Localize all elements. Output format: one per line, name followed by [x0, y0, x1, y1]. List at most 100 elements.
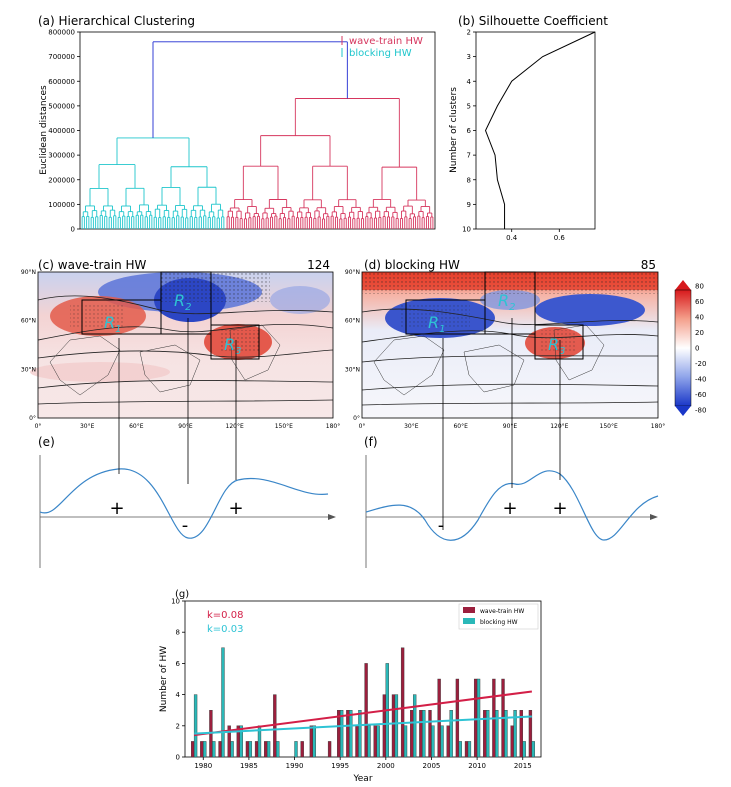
bar-blocking [422, 710, 426, 758]
bar-blocking [440, 725, 444, 758]
g-xtick-label: 1995 [331, 762, 349, 770]
sign-f-3: + [552, 498, 567, 519]
sign-f-2: + [502, 498, 517, 519]
a-ytick-label: 400000 [48, 127, 75, 135]
bar-blocking [522, 741, 526, 758]
cbar-tick-label: 40 [695, 314, 704, 322]
bar-wave-train [245, 741, 250, 758]
map-xtick-label: 30°E [80, 423, 95, 430]
g-xtick-label: 1990 [286, 762, 304, 770]
bar-blocking [266, 741, 271, 758]
bar-blocking [531, 741, 535, 758]
a-ytick-label: 0 [71, 226, 75, 234]
bar-wave-train [464, 741, 469, 758]
b-ytick-label: 7 [467, 152, 471, 160]
panel-d-title: (d) blocking HW [364, 258, 460, 272]
a-ytick-label: 100000 [48, 201, 75, 209]
panel-f: (f) - + + [364, 318, 659, 568]
bar-blocking [394, 694, 399, 758]
panel-d-count: 85 [641, 258, 656, 272]
map-xtick-label: 150°E [275, 423, 293, 430]
legend-g-wave-swatch [463, 607, 475, 613]
g-xtick-label: 2000 [377, 762, 395, 770]
g-ytick-label: 2 [176, 722, 180, 730]
k-block-annotation: k=0.03 [207, 624, 243, 635]
cbar-tick-label: 20 [695, 329, 704, 337]
cbar-tick-label: -20 [695, 360, 706, 368]
region-r3-c: R3 [224, 335, 242, 357]
panel-a-ylabel: Euclidean distances [39, 85, 49, 175]
bar-blocking [230, 741, 234, 758]
bar-blocking [339, 710, 344, 758]
a-ytick-label: 500000 [48, 102, 75, 110]
g-xtick-label: 2005 [423, 762, 441, 770]
colorbar: 80 60 40 20 0 -20 -40 -60 -80 [674, 280, 706, 416]
b-ytick-label: 8 [467, 176, 471, 184]
cbar-tick-label: -60 [695, 391, 706, 399]
a-ytick-label: 300000 [48, 152, 75, 160]
bar-wave-train [510, 725, 514, 758]
a-ytick-label: 200000 [48, 176, 75, 184]
g-ytick-label: 6 [176, 660, 181, 668]
region-r1-d: R1 [428, 313, 446, 335]
bar-wave-train [473, 678, 478, 758]
map-ytick-label: 30°N [21, 366, 36, 373]
sign-f-1: - [438, 515, 445, 536]
panel-b-ylabel: Number of clusters [449, 87, 459, 173]
b-ytick-label: 4 [467, 78, 472, 86]
map-xtick-label: 90°E [503, 423, 518, 430]
bar-blocking [239, 725, 243, 758]
panel-e-title: (e) [38, 435, 55, 449]
panel-g-legend: wave-train HW blocking HW [458, 603, 539, 630]
bar-wave-train [218, 741, 222, 758]
bar-wave-train [346, 710, 350, 758]
b-ytick-label: 6 [467, 127, 472, 135]
panel-a-title: (a) Hierarchical Clustering [38, 14, 195, 28]
cbar-tick-label: 60 [695, 298, 704, 306]
bar-wave-train [191, 741, 195, 758]
bar-blocking [504, 710, 508, 758]
cbar-tick-label: 80 [695, 283, 704, 291]
panel-f-title: (f) [364, 435, 378, 449]
bar-wave-train [419, 710, 423, 758]
panel-e: (e) + - + [38, 318, 336, 568]
bar-blocking [513, 710, 517, 758]
panel-c-count: 124 [307, 258, 330, 272]
bar-wave-train [200, 741, 204, 758]
bar-wave-train [483, 710, 487, 758]
bar-blocking [413, 694, 417, 758]
bar-blocking [458, 741, 462, 758]
map-ytick-label: 90°N [345, 269, 360, 276]
silhouette-line [484, 31, 596, 229]
map-xtick-label: 180° [326, 423, 340, 430]
legend-block-label: blocking HW [349, 48, 412, 59]
bar-wave-train [410, 710, 414, 758]
bar-blocking [367, 725, 371, 758]
bar-wave-train [391, 694, 396, 758]
cbar-tick-label: -80 [695, 407, 706, 415]
bar-blocking [203, 741, 207, 758]
bar-blocking [476, 678, 481, 758]
bar-wave-train [400, 647, 405, 758]
b-xtick-label: 0.4 [506, 234, 518, 242]
cbar-tick-label: -40 [695, 376, 706, 384]
region-r1-c: R1 [104, 313, 122, 335]
map-xtick-label: 150°E [600, 423, 618, 430]
bar-blocking [376, 725, 380, 758]
bar-blocking [431, 725, 435, 758]
panel-g-bars [191, 647, 535, 758]
map-ytick-label: 60°N [345, 318, 360, 325]
bar-blocking [276, 741, 280, 758]
bar-blocking [221, 647, 225, 758]
map-xtick-label: 60°E [129, 423, 144, 430]
map-d-ticks: 0° 30°E 60°E 90°E 120°E 150°E 180° 90°N 60°N 30°N… [345, 269, 665, 430]
map-ytick-label: 0° [29, 415, 36, 422]
g-xtick-label: 2010 [468, 762, 486, 770]
map-xtick-label: 120°E [226, 423, 244, 430]
g-ytick-label: 8 [176, 629, 180, 637]
bar-wave-train [264, 741, 268, 758]
map-ytick-label: 30°N [345, 366, 360, 373]
bar-blocking [248, 741, 253, 758]
map-xtick-label: 0° [359, 423, 366, 430]
map-xtick-label: 0° [35, 423, 42, 430]
